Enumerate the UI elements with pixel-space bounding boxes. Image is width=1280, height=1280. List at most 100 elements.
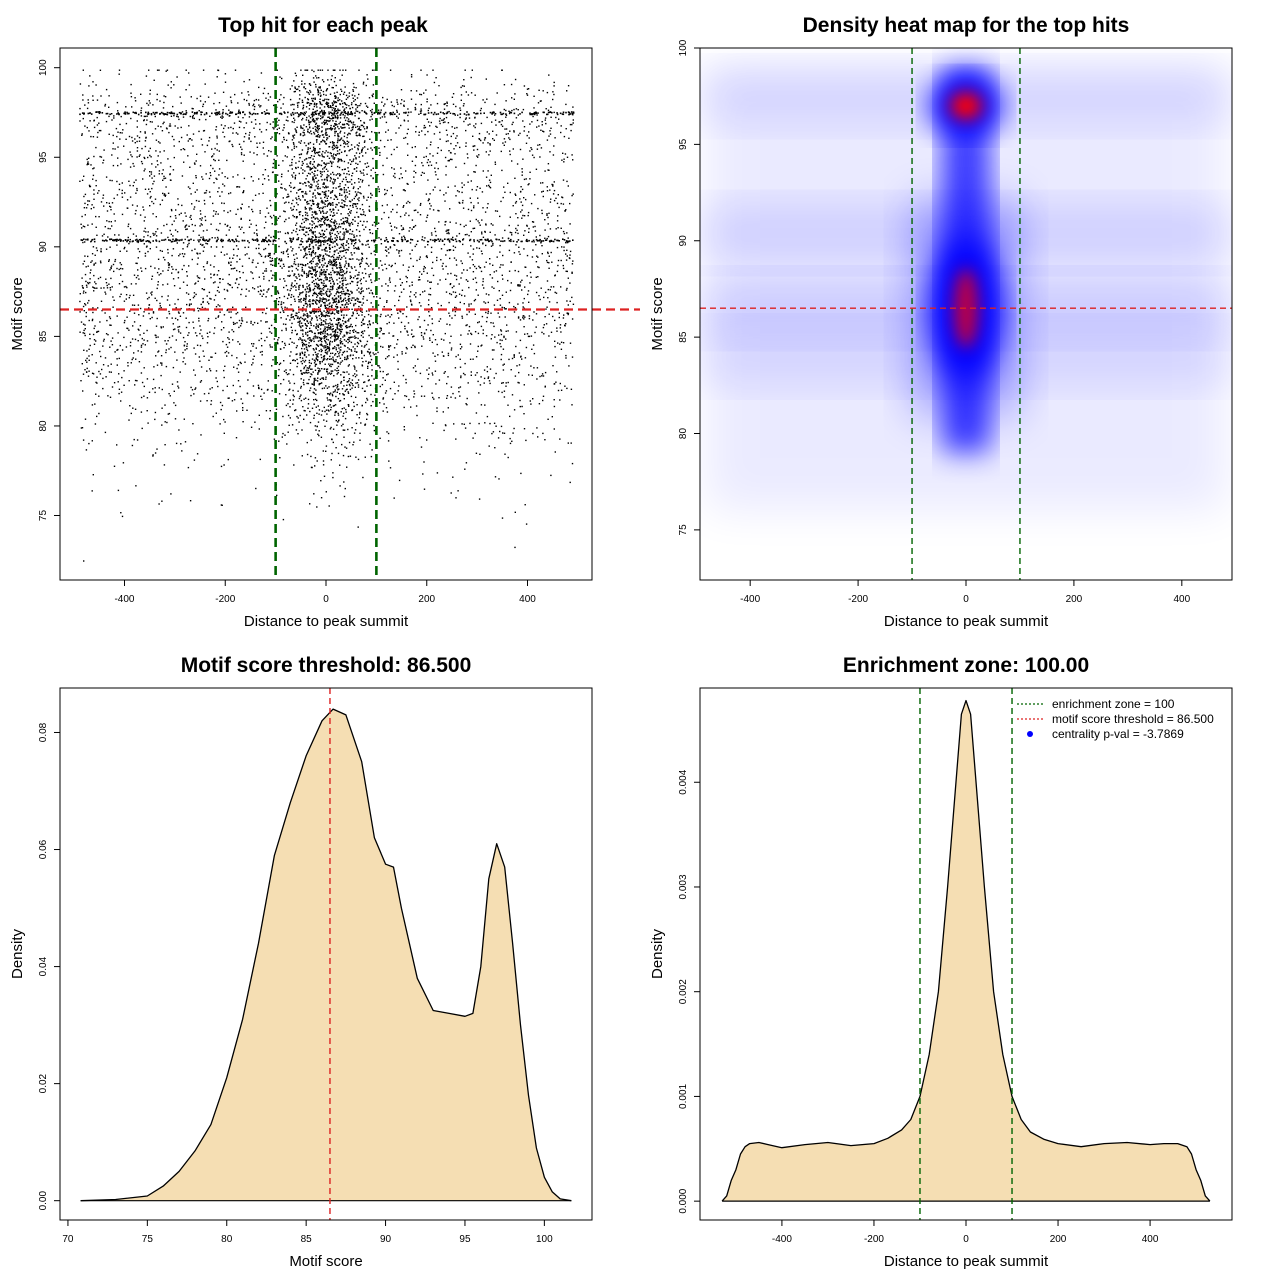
scatter-point [202, 238, 205, 240]
scatter-point [379, 367, 381, 369]
scatter-point [196, 189, 198, 191]
scatter-point [333, 107, 335, 109]
scatter-point [310, 186, 313, 188]
scatter-point [383, 105, 385, 107]
scatter-point [326, 102, 329, 104]
scatter-point [84, 125, 86, 127]
scatter-point [108, 133, 110, 135]
scatter-point [79, 180, 81, 182]
scatter-point [352, 330, 354, 332]
scatter-point [139, 214, 142, 216]
scatter-point [336, 147, 338, 149]
scatter-point [520, 186, 522, 188]
scatter-point [432, 189, 434, 191]
scatter-point [166, 128, 168, 130]
scatter-point [368, 209, 370, 211]
scatter-point [339, 236, 341, 238]
scatter-point [353, 441, 355, 443]
scatter-point [351, 383, 353, 385]
scatter-point [554, 340, 556, 342]
scatter-point [265, 255, 267, 257]
scatter-point [355, 87, 357, 89]
scatter-point [345, 69, 347, 71]
scatter-point [388, 348, 390, 351]
scatter-point [102, 364, 105, 366]
scatter-point [362, 373, 364, 376]
scatter-point [307, 227, 310, 230]
scatter-point [325, 450, 327, 452]
scatter-point [252, 362, 254, 364]
scatter-point [494, 114, 496, 116]
scatter-point [292, 403, 294, 405]
scatter-point [332, 264, 334, 267]
scatter-point [333, 212, 335, 214]
scatter-point [203, 393, 206, 395]
scatter-point [514, 177, 516, 179]
scatter-point [337, 372, 339, 374]
scatter-point [335, 187, 337, 189]
scatter-point [313, 379, 316, 381]
scatter-point [346, 104, 348, 106]
scatter-point [290, 351, 292, 353]
scatter-point [136, 156, 138, 158]
scatter-point [349, 336, 351, 338]
scatter-point [439, 189, 441, 192]
scatter-point [97, 307, 99, 309]
scatter-point [303, 383, 305, 386]
scatter-point [509, 130, 511, 132]
scatter-point [480, 376, 482, 378]
scatter-point [226, 308, 229, 311]
scatter-point [513, 427, 515, 430]
scatter-point [379, 139, 382, 142]
scatter-point [341, 283, 343, 285]
scatter-point [322, 232, 325, 235]
scatter-point [280, 175, 283, 178]
scatter-point [351, 113, 353, 116]
scatter-point [352, 187, 355, 190]
scatter-point [360, 102, 362, 105]
scatter-point [186, 134, 188, 136]
scatter-point [117, 157, 119, 159]
scatter-point [464, 427, 467, 429]
scatter-point [300, 69, 302, 71]
scatter-point [310, 272, 312, 275]
scatter-point [353, 329, 355, 331]
scatter-point [419, 437, 421, 439]
scatter-point [306, 367, 308, 369]
scatter-point [275, 240, 277, 242]
scatter-point [293, 186, 296, 189]
scatter-point [193, 369, 195, 371]
scatter-point [465, 279, 468, 281]
scatter-point [330, 211, 333, 213]
scatter-point [364, 146, 366, 148]
scatter-point [489, 143, 491, 145]
scatter-point [195, 175, 197, 177]
scatter-point [309, 389, 311, 392]
scatter-point [329, 192, 332, 194]
scatter-point [299, 134, 302, 136]
scatter-point [255, 247, 257, 250]
scatter-point [318, 409, 321, 411]
scatter-point [317, 377, 319, 379]
scatter-point [314, 110, 317, 113]
scatter-point [461, 289, 464, 291]
scatter-point [448, 110, 450, 113]
scatter-point [493, 271, 495, 273]
scatter-point [353, 100, 355, 102]
scatter-point [497, 280, 499, 283]
scatter-point [140, 411, 143, 413]
scatter-point [81, 285, 84, 287]
scatter-point [343, 407, 345, 409]
scatter-point [348, 383, 351, 386]
scatter-point [335, 323, 337, 325]
scatter-point [469, 358, 472, 360]
scatter-point [320, 245, 322, 247]
scatter-point [305, 324, 307, 326]
scatter-point [308, 366, 311, 368]
scatter-point [326, 368, 329, 370]
scatter-point [348, 246, 350, 249]
scatter-point [287, 170, 289, 172]
scatter-point [548, 262, 550, 264]
scatter-point [331, 267, 334, 269]
scatter-point [356, 332, 358, 334]
